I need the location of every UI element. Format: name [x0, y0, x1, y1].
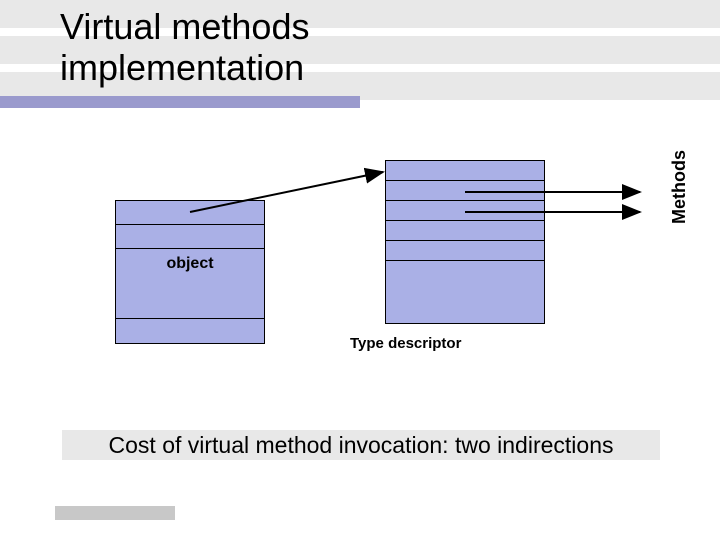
slide-title: Virtual methods implementation	[60, 6, 309, 89]
object-row-label: object	[116, 249, 264, 319]
title-line-2: implementation	[60, 47, 309, 88]
type-row	[386, 201, 544, 221]
arrows-svg	[0, 140, 720, 440]
type-row	[386, 241, 544, 261]
object-row	[116, 225, 264, 249]
type-row	[386, 221, 544, 241]
object-label: object	[116, 255, 264, 273]
type-descriptor-label: Type descriptor	[350, 335, 461, 352]
diagram-area: object Type descriptor Methods	[0, 140, 720, 440]
type-row	[386, 261, 544, 323]
type-descriptor-box	[385, 160, 545, 324]
methods-label: Methods	[669, 150, 690, 224]
accent-bar	[0, 96, 360, 108]
footer-accent	[55, 506, 175, 520]
object-row	[116, 201, 264, 225]
title-line-1: Virtual methods	[60, 6, 309, 47]
object-row	[116, 319, 264, 343]
type-row	[386, 181, 544, 201]
object-box: object	[115, 200, 265, 344]
type-row	[386, 161, 544, 181]
caption-text: Cost of virtual method invocation: two i…	[62, 432, 660, 459]
